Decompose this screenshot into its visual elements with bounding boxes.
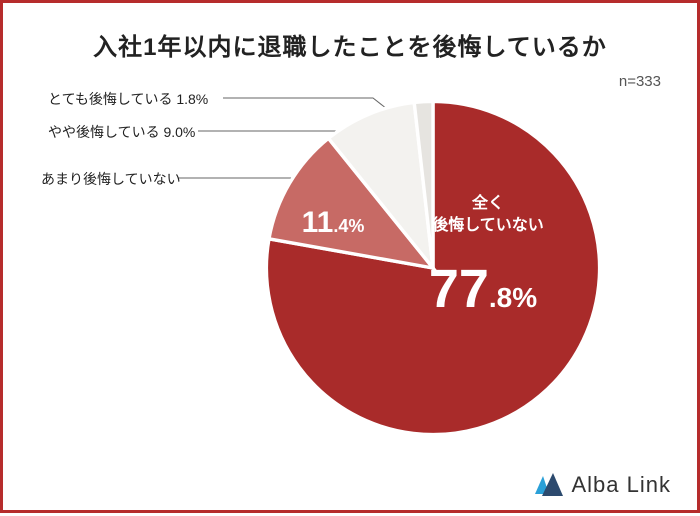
brand-text: Alba Link — [571, 472, 671, 498]
callout-yaya: やや後悔している 9.0% — [48, 122, 195, 142]
pie-chart: 全く 後悔していない 77.8% 11.4% — [263, 98, 603, 438]
brand-logo-icon — [535, 472, 563, 498]
callout-totemo: とても後悔している 1.8% — [48, 89, 208, 109]
brand: Alba Link — [535, 472, 671, 498]
callout-amari: あまり後悔していない — [41, 169, 181, 189]
chart-frame: 入社1年以内に退職したことを後悔しているか n=333 とても後悔している 1.… — [0, 0, 700, 513]
